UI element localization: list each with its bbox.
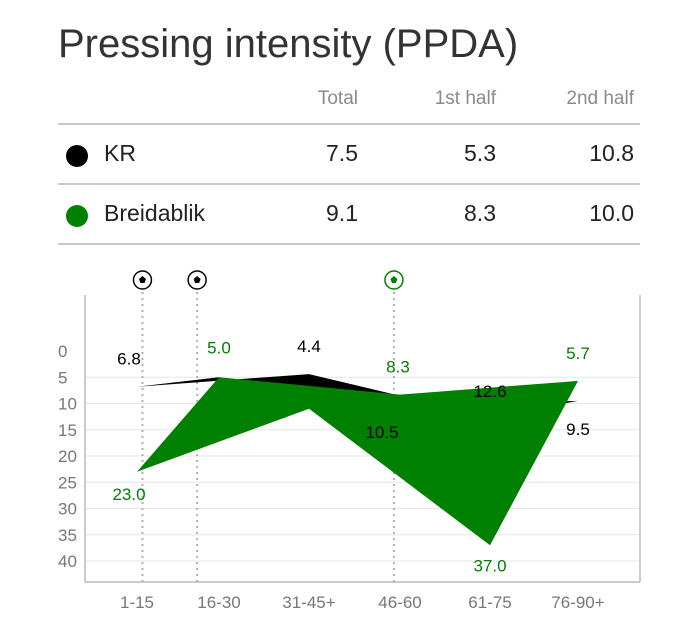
col-header-1st-half: 1st half [434,88,496,109]
y-tick-label: 15 [58,421,77,440]
data-label-kr: 12.6 [473,382,506,401]
y-tick-label: 5 [58,368,67,387]
y-tick-label: 40 [58,552,77,571]
x-tick-label: 16-30 [197,593,240,612]
x-tick-label: 1-15 [120,593,154,612]
breidablik-legend-dot [66,205,88,227]
data-label-kr: 10.5 [365,423,398,442]
data-label-breidablik: 5.7 [566,344,590,363]
x-tick-label: 76-90+ [551,593,604,612]
y-tick-label: 35 [58,526,77,545]
x-tick-label: 31-45+ [282,593,335,612]
chart-title: Pressing intensity (PPDA) [58,22,519,66]
soccer-ball-patch [193,276,201,283]
y-tick-label: 30 [58,500,77,519]
value-1st-half: 8.3 [464,200,496,226]
soccer-ball-patch [138,276,146,283]
value-2nd-half: 10.0 [589,200,634,226]
value-2nd-half: 10.8 [589,140,634,166]
x-tick-label: 46-60 [378,593,421,612]
value-total: 9.1 [326,200,358,226]
soccer-ball-patch [390,276,398,283]
y-tick-label: 20 [58,447,77,466]
y-tick-label: 25 [58,473,77,492]
table-row-breidablik: Breidablik 9.1 8.3 10.0 [58,185,640,243]
col-header-2nd-half: 2nd half [566,88,634,109]
data-label-kr: 9.5 [566,420,590,439]
team-name: Breidablik [104,200,205,226]
kr-legend-dot [66,145,88,167]
data-label-breidablik: 8.3 [386,358,410,377]
y-tick-label: 0 [58,342,67,361]
series-area-breidablik [137,377,578,546]
y-tick-label: 10 [58,395,77,414]
data-label-kr: 6.8 [117,350,141,369]
table-row-kr: KR 7.5 5.3 10.8 [58,125,640,183]
data-label-kr: 4.4 [297,337,321,356]
col-header-total: Total [317,88,358,109]
team-name: KR [104,140,136,166]
data-label-breidablik: 23.0 [112,485,145,504]
data-label-breidablik: 37.0 [473,556,506,575]
table-rule-top [58,123,640,125]
data-label-breidablik: 5.0 [207,338,231,357]
table-rule-bottom [58,243,640,245]
x-tick-label: 61-75 [468,593,511,612]
value-1st-half: 5.3 [464,140,496,166]
table-rule-middle [58,183,640,185]
value-total: 7.5 [326,140,358,166]
